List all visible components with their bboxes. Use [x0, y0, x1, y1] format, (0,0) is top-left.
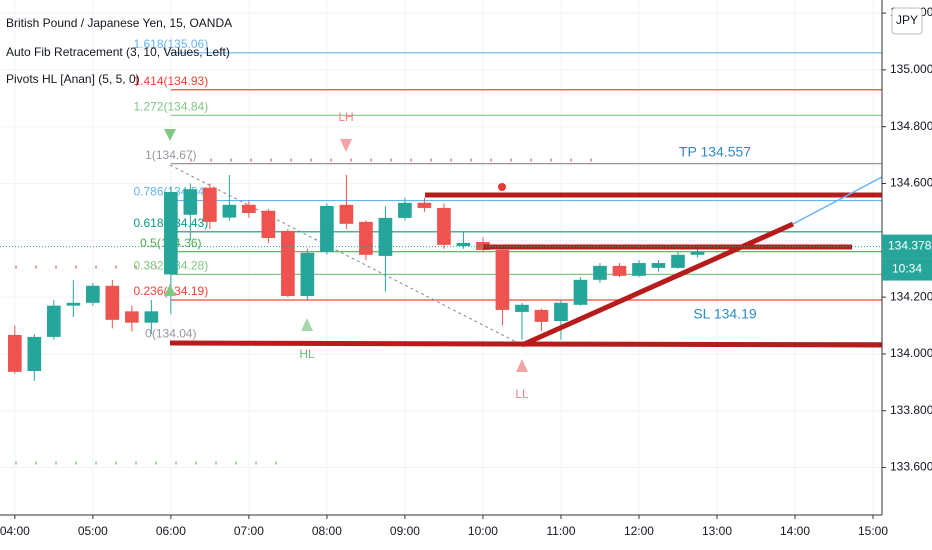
x-tick-label: 04:00 — [0, 524, 30, 538]
candle-body — [690, 251, 705, 255]
y-tick-label: 134.000 — [890, 346, 932, 360]
hl-marker — [301, 318, 313, 331]
fib-label: 1.414(134.93) — [133, 74, 208, 88]
candle-body — [203, 187, 217, 222]
ll-marker — [516, 359, 528, 372]
x-tick-label: 14:00 — [780, 524, 810, 538]
lh-label: LH — [338, 110, 353, 124]
y-tick-label: 134.800 — [890, 119, 932, 133]
x-tick-label: 10:00 — [468, 524, 498, 538]
fib-label: 0(134.04) — [145, 327, 196, 341]
candle-body — [671, 254, 685, 268]
ll-label: LL — [515, 387, 529, 401]
axes: 133.600133.800134.000134.200134.400134.6… — [0, 5, 932, 538]
currency-label: JPY — [896, 13, 918, 27]
currency-badge[interactable] — [891, 7, 923, 35]
x-tick-label: 09:00 — [390, 524, 420, 538]
candle-body — [144, 311, 159, 323]
trend-extension — [792, 176, 883, 225]
x-tick-label: 12:00 — [624, 524, 654, 538]
sl-label: SL 134.19 — [693, 306, 757, 322]
fib-label: 1.618(135.06) — [133, 37, 208, 51]
candle-body — [261, 210, 276, 239]
x-tick-label: 07:00 — [234, 524, 264, 538]
candle-body — [651, 263, 666, 268]
candle-body — [593, 265, 607, 280]
candle-body — [164, 192, 178, 275]
candle-body — [573, 279, 588, 305]
candle-body — [66, 302, 81, 306]
last-price-box — [882, 234, 932, 259]
x-tick-label: 06:00 — [156, 524, 186, 538]
candle-body — [456, 242, 471, 246]
candle-body — [612, 265, 627, 276]
candle-body — [515, 304, 529, 312]
y-tick-label: 133.600 — [890, 460, 932, 474]
candle-body — [476, 242, 490, 250]
indicator-label: Auto Fib Retracement (3, 10, Values, Lef… — [6, 45, 230, 59]
candle-body — [534, 309, 549, 322]
candle-body — [495, 249, 510, 310]
fib-label: 1.272(134.84) — [133, 100, 208, 114]
candle-body — [300, 252, 315, 296]
candle-body — [281, 230, 295, 296]
countdown-box — [882, 258, 932, 281]
candle-body — [437, 207, 451, 245]
candle-body — [105, 285, 120, 320]
candle-body — [378, 217, 393, 256]
candle-body — [359, 221, 373, 255]
y-tick-label: 134.600 — [890, 176, 932, 190]
pivot-dots — [15, 158, 600, 465]
candle-body — [86, 285, 100, 303]
x-tick-label: 11:00 — [546, 524, 575, 538]
candle-body — [242, 204, 256, 214]
candle-body — [320, 205, 334, 252]
candle-body — [125, 311, 139, 323]
candle-body — [222, 204, 237, 218]
fib-label: 1(134.67) — [145, 148, 196, 162]
candle-body — [398, 202, 412, 218]
marker — [498, 183, 506, 191]
trend-line — [520, 221, 795, 348]
candles — [7, 174, 705, 381]
chart-title: British Pound / Japanese Yen, 15, OANDA — [6, 16, 232, 30]
x-tick-label: 05:00 — [78, 524, 108, 538]
y-tick-label: 135.000 — [890, 62, 932, 76]
pivot-low-marker — [164, 284, 176, 296]
candle-body — [554, 302, 568, 321]
pivot-high-marker — [164, 129, 176, 141]
candle-body — [27, 336, 42, 371]
candle-body — [417, 202, 432, 208]
tp-label: TP 134.557 — [679, 144, 751, 160]
x-tick-label: 13:00 — [702, 524, 732, 538]
candle-body — [47, 305, 61, 337]
candle-body — [7, 334, 22, 372]
candle-body — [339, 204, 354, 224]
y-tick-label: 133.800 — [890, 403, 932, 417]
candle-body — [632, 263, 646, 276]
last-price-label: 134.378 — [888, 239, 932, 253]
candle-body — [183, 189, 198, 215]
x-tick-label: 08:00 — [312, 524, 342, 538]
countdown-label: 10:34 — [892, 262, 922, 276]
hl-label: HL — [299, 347, 315, 361]
lh-marker — [340, 139, 352, 152]
y-tick-label: 134.200 — [890, 289, 932, 303]
indicator-label: Pivots HL [Anan] (5, 5, 0) — [6, 72, 140, 86]
x-tick-label: 15:00 — [858, 524, 888, 538]
